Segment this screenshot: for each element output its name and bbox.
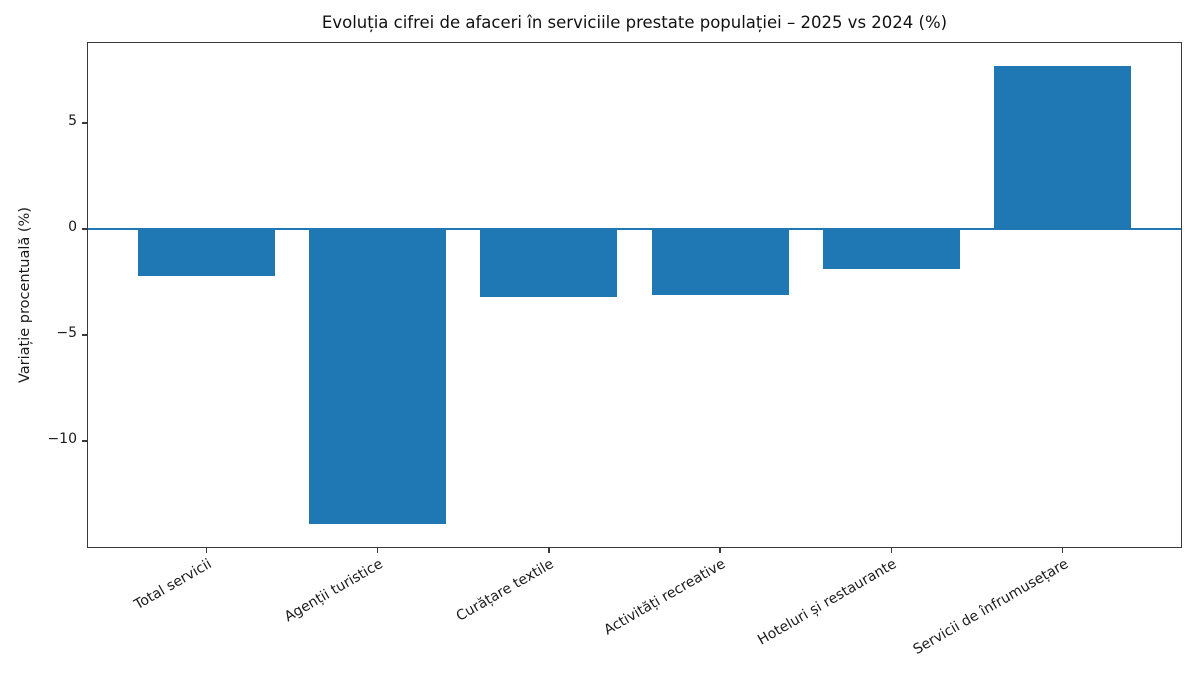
bar-hoteluri-si-restaurante <box>822 229 960 270</box>
bar-total-servicii <box>137 229 275 276</box>
y-axis-label: Variație procentuală (%) <box>17 207 33 383</box>
y-tick-mark <box>82 122 87 124</box>
y-tick-mark <box>82 228 87 230</box>
x-tick-label: Servicii de înfrumusețare <box>910 556 1071 658</box>
chart-title: Evoluția cifrei de afaceri în serviciile… <box>321 13 948 32</box>
x-tick-label: Curățare textile <box>453 556 557 625</box>
y-tick-label: −10 <box>47 431 77 448</box>
y-tick-label: 0 <box>68 219 77 236</box>
x-tick-mark <box>890 548 893 553</box>
y-tick-mark <box>82 334 87 336</box>
bar-activitati-recreative <box>651 229 789 295</box>
bar-curatare-textile <box>480 229 618 297</box>
bar-agentii-turistice <box>308 229 447 524</box>
y-tick-mark <box>82 440 87 442</box>
x-tick-mark <box>376 548 379 553</box>
y-tick-label: 5 <box>68 113 77 130</box>
zero-line <box>88 228 1181 231</box>
x-tick-label: Agenții turistice <box>281 556 386 626</box>
x-tick-label: Total servicii <box>131 556 215 614</box>
x-tick-mark <box>205 548 207 553</box>
y-tick-label: −5 <box>56 325 77 342</box>
x-tick-label: Hoteluri și restaurante <box>755 556 900 649</box>
x-tick-mark <box>719 548 721 553</box>
x-tick-label: Activități recreative <box>601 556 729 639</box>
plot-area: 5 0 −5 −10 Total servicii Agenții turistice Cu… <box>47 42 1182 658</box>
bar-servicii-de-infrumusetare <box>994 65 1132 230</box>
x-tick-mark <box>548 548 550 553</box>
x-tick-mark <box>1062 548 1064 553</box>
